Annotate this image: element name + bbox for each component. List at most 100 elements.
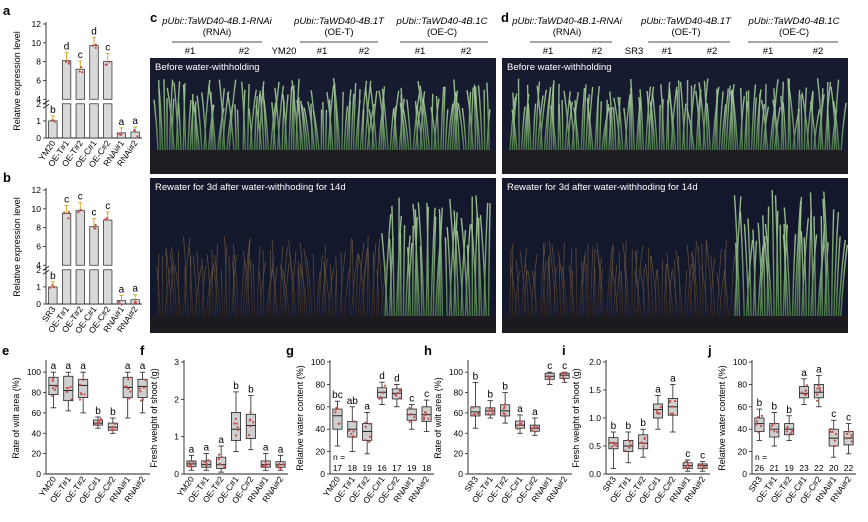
data-point bbox=[217, 453, 221, 456]
plant-leaf bbox=[731, 89, 739, 151]
data-point bbox=[776, 430, 779, 433]
plant-leaf bbox=[407, 242, 413, 317]
data-point bbox=[612, 441, 615, 444]
plant-leaf bbox=[316, 271, 321, 317]
significance-letter: b bbox=[772, 401, 778, 412]
plant-leaf bbox=[224, 246, 228, 317]
y-tick-label: 40 bbox=[454, 428, 464, 438]
plant-leaf bbox=[332, 77, 341, 151]
plant-leaf bbox=[649, 101, 656, 151]
plant-leaf bbox=[414, 105, 422, 151]
plant-leaf bbox=[822, 198, 828, 317]
plant-leaf bbox=[262, 86, 267, 151]
plant-leaf bbox=[671, 268, 679, 317]
green-plants bbox=[153, 77, 491, 151]
data-point bbox=[94, 227, 97, 230]
line-label: YM20 bbox=[272, 46, 297, 57]
plant-leaf bbox=[271, 102, 276, 151]
significance-letter: a bbox=[801, 368, 807, 379]
data-point bbox=[249, 411, 252, 414]
plant-leaf bbox=[558, 103, 562, 151]
plant-leaf bbox=[582, 84, 587, 151]
plant-leaf bbox=[718, 91, 724, 151]
panel-letter-a: a bbox=[3, 3, 11, 18]
plant-leaf bbox=[213, 266, 219, 317]
data-point bbox=[188, 465, 192, 468]
plant-leaf bbox=[840, 244, 849, 317]
data-point bbox=[63, 211, 66, 214]
plant-leaf bbox=[402, 225, 406, 317]
data-point bbox=[380, 396, 383, 400]
plant-leaf bbox=[757, 93, 761, 151]
header-oec-abbrev: (OE-C) bbox=[779, 27, 809, 38]
plant-leaf bbox=[263, 99, 270, 151]
plant-leaf bbox=[306, 256, 313, 317]
plant-leaf bbox=[575, 247, 578, 317]
plant-leaf bbox=[271, 238, 276, 317]
data-point bbox=[563, 371, 567, 374]
data-point bbox=[368, 435, 372, 438]
header-rnai-construct: pUbi::TaWD40-4B.1-RNAi bbox=[511, 16, 622, 27]
data-point bbox=[83, 393, 86, 396]
data-point bbox=[503, 412, 507, 416]
plant-leaf bbox=[325, 109, 328, 151]
data-point bbox=[50, 119, 54, 122]
plant-leaf bbox=[661, 259, 664, 317]
plant-leaf bbox=[797, 108, 801, 151]
data-point bbox=[113, 422, 117, 425]
plant-leaf bbox=[558, 262, 561, 317]
y-tick-label: 2 bbox=[36, 265, 41, 275]
plant-leaf bbox=[650, 255, 658, 317]
plant-leaf bbox=[388, 238, 393, 317]
plant-leaf bbox=[327, 85, 335, 151]
significance-letter: d bbox=[91, 27, 97, 38]
plant-leaf bbox=[448, 221, 456, 317]
data-point bbox=[639, 441, 642, 445]
y-tick-label: 80 bbox=[32, 388, 42, 398]
panel-letter-c: c bbox=[150, 10, 157, 25]
y-axis-label: Fresh weight of shoot (g) bbox=[571, 368, 581, 468]
data-point bbox=[829, 428, 833, 431]
data-point bbox=[642, 445, 645, 448]
bar bbox=[61, 213, 72, 266]
data-point bbox=[833, 444, 836, 448]
plant-leaf bbox=[440, 86, 445, 151]
plant-leaf bbox=[526, 84, 530, 151]
data-point bbox=[684, 460, 687, 463]
data-point bbox=[218, 462, 221, 466]
plant-leaf bbox=[647, 247, 650, 317]
plant-leaf bbox=[453, 210, 460, 317]
plant-leaf bbox=[782, 102, 787, 151]
significance-letter: c bbox=[846, 413, 851, 424]
data-point bbox=[378, 397, 381, 400]
data-point bbox=[282, 463, 285, 466]
y-tick-label: 60 bbox=[738, 402, 748, 412]
plant-leaf bbox=[270, 102, 277, 151]
y-tick-label: 1 bbox=[36, 282, 41, 292]
plant-leaf bbox=[618, 251, 621, 317]
plant-leaf bbox=[639, 268, 647, 317]
panel-letter-f: f bbox=[140, 343, 145, 358]
data-point bbox=[247, 433, 251, 437]
line-label: #2 bbox=[239, 46, 250, 57]
plant-leaf bbox=[249, 259, 253, 317]
plant-leaf bbox=[810, 234, 818, 317]
data-point bbox=[50, 394, 53, 397]
plant-leaf bbox=[291, 251, 297, 317]
plant-leaf bbox=[412, 203, 421, 317]
plant-leaf bbox=[288, 240, 295, 317]
significance-letter: b bbox=[488, 390, 494, 401]
box bbox=[230, 411, 242, 441]
sample-size-label: n = bbox=[333, 452, 345, 462]
significance-letter: c bbox=[105, 43, 110, 54]
line-label: #1 bbox=[543, 46, 554, 57]
plant-leaf bbox=[580, 87, 586, 151]
significance-letter: a bbox=[816, 364, 822, 375]
data-point bbox=[105, 218, 108, 221]
significance-letter: ab bbox=[347, 396, 359, 407]
significance-letter: d bbox=[379, 371, 385, 382]
plant-leaf bbox=[391, 205, 395, 317]
plant-leaf bbox=[649, 255, 653, 317]
plant-leaf bbox=[553, 267, 557, 317]
data-point bbox=[628, 440, 631, 443]
